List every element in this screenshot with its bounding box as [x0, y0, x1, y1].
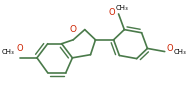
Text: O: O: [70, 25, 77, 34]
Text: CH₃: CH₃: [116, 5, 129, 11]
Text: O: O: [109, 8, 115, 17]
Text: O: O: [16, 44, 23, 53]
Text: O: O: [166, 44, 173, 53]
Text: CH₃: CH₃: [2, 49, 15, 55]
Text: CH₃: CH₃: [174, 49, 186, 55]
